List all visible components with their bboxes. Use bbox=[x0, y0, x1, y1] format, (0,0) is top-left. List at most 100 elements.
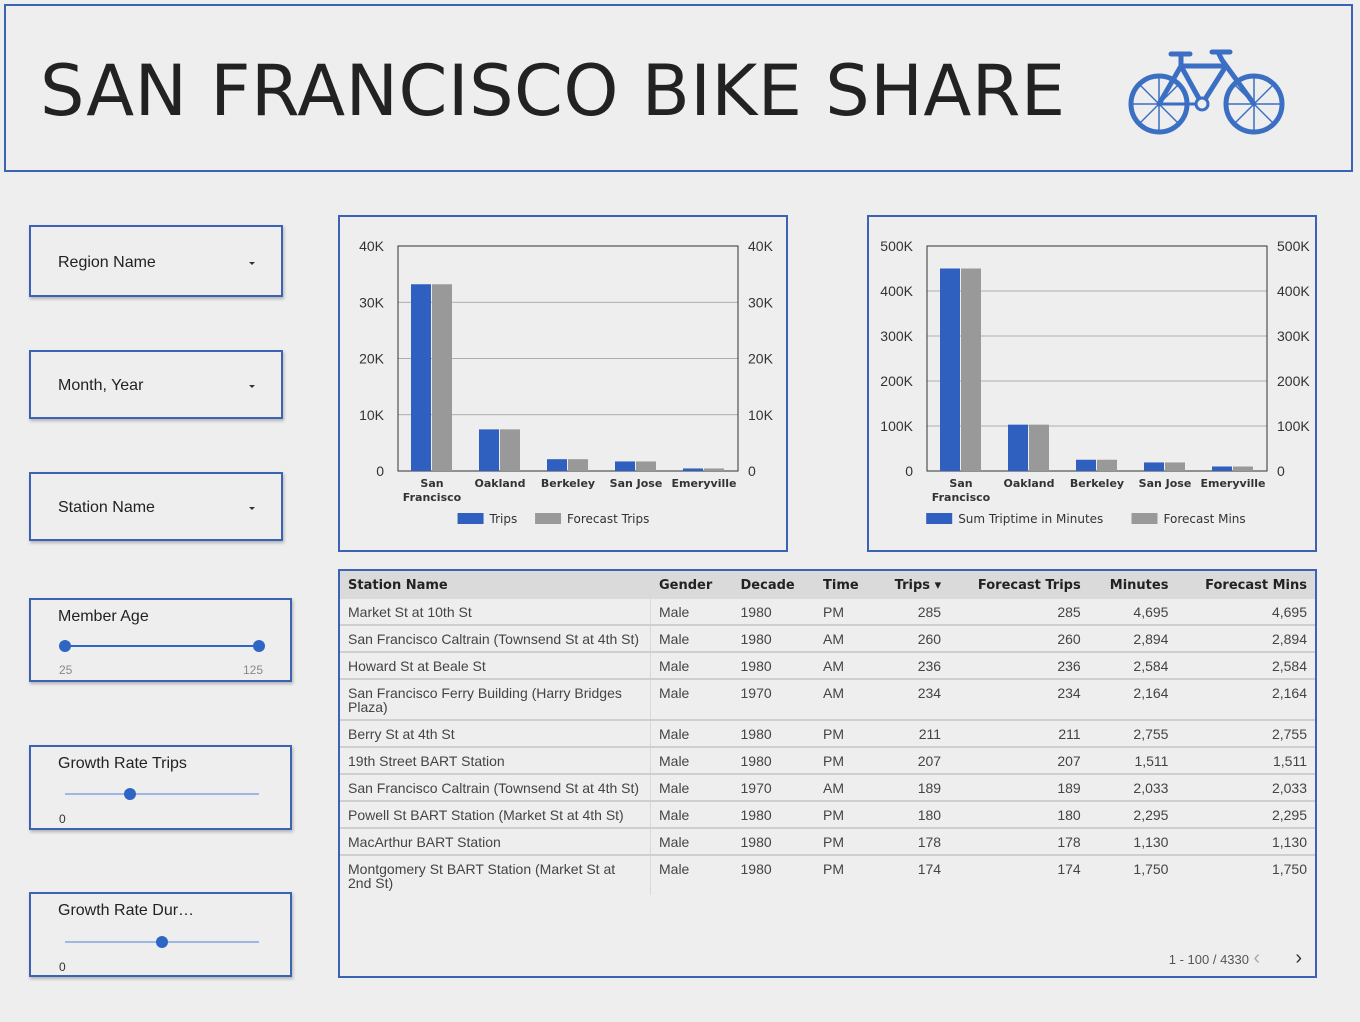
cell-forecast-trips: 236 bbox=[949, 652, 1089, 680]
col-forecast-mins[interactable]: Forecast Mins bbox=[1176, 571, 1315, 599]
table-row[interactable]: 19th Street BART Station Male 1980 PM 207 207… bbox=[340, 747, 1315, 775]
bar-actual[interactable] bbox=[1008, 424, 1028, 471]
cell-station-name: MacArthur BART Station bbox=[340, 828, 651, 856]
growth-rate-trips-slider[interactable]: Growth Rate Trips 0 bbox=[29, 745, 292, 830]
col-time[interactable]: Time bbox=[815, 571, 876, 599]
cell-decade: 1970 bbox=[732, 679, 816, 721]
trips-by-region-chart: 0 0 10K 10K 20K 20K 30K 30K 40K 40K San Francisco Oa… bbox=[338, 215, 788, 552]
cell-minutes: 2,295 bbox=[1088, 801, 1177, 829]
col-decade[interactable]: Decade bbox=[732, 571, 816, 599]
slider-min-handle[interactable] bbox=[59, 640, 71, 652]
station-name-filter[interactable]: Station Name bbox=[29, 472, 283, 541]
bar-actual[interactable] bbox=[479, 429, 499, 471]
bar-forecast[interactable] bbox=[1097, 459, 1117, 471]
cell-gender: Male bbox=[650, 747, 733, 775]
cell-forecast-mins: 1,511 bbox=[1176, 747, 1315, 775]
table-row[interactable]: Montgomery St BART Station (Market St at… bbox=[340, 855, 1315, 895]
page-title: SAN FRANCISCO BIKE SHARE bbox=[40, 50, 1066, 132]
cell-decade: 1980 bbox=[732, 801, 816, 829]
table-row[interactable]: Powell St BART Station (Market St at 4th… bbox=[340, 801, 1315, 829]
cell-forecast-trips: 234 bbox=[949, 679, 1089, 721]
cell-decade: 1980 bbox=[732, 828, 816, 856]
table-row[interactable]: San Francisco Caltrain (Townsend St at 4… bbox=[340, 625, 1315, 653]
cell-trips: 178 bbox=[875, 828, 950, 856]
sort-desc-icon[interactable]: ▾ bbox=[934, 577, 942, 593]
y-tick-label-left: 400K bbox=[880, 283, 913, 299]
cell-time: PM bbox=[815, 720, 876, 748]
bar-forecast[interactable] bbox=[704, 468, 724, 471]
bar-forecast[interactable] bbox=[636, 461, 656, 471]
bar-forecast[interactable] bbox=[1029, 424, 1049, 471]
cell-time: PM bbox=[815, 599, 876, 626]
cell-minutes: 2,584 bbox=[1088, 652, 1177, 680]
chevron-down-icon[interactable] bbox=[249, 385, 255, 388]
table-row[interactable]: MacArthur BART Station Male 1980 PM 178 178 1,… bbox=[340, 828, 1315, 856]
slider-max-handle[interactable] bbox=[253, 640, 265, 652]
cell-decade: 1980 bbox=[732, 625, 816, 653]
slider-track[interactable] bbox=[65, 793, 259, 795]
bar-actual[interactable] bbox=[547, 459, 567, 471]
bar-forecast[interactable] bbox=[432, 284, 452, 471]
y-tick-label-right: 200K bbox=[1277, 373, 1310, 389]
bar-actual[interactable] bbox=[1076, 459, 1096, 471]
col-minutes[interactable]: Minutes bbox=[1088, 571, 1177, 599]
cell-forecast-mins: 1,130 bbox=[1176, 828, 1315, 856]
cell-forecast-trips: 211 bbox=[949, 720, 1089, 748]
cell-forecast-mins: 2,584 bbox=[1176, 652, 1315, 680]
month-year-filter[interactable]: Month, Year bbox=[29, 350, 283, 419]
cell-gender: Male bbox=[650, 652, 733, 680]
x-tick-label: Francisco bbox=[403, 491, 462, 504]
bar-actual[interactable] bbox=[615, 461, 635, 471]
slider-value: 0 bbox=[59, 812, 66, 826]
cell-minutes: 1,130 bbox=[1088, 828, 1177, 856]
bar-forecast[interactable] bbox=[500, 429, 520, 471]
bar-actual[interactable] bbox=[683, 468, 703, 471]
chevron-down-icon[interactable] bbox=[249, 507, 255, 510]
table-row[interactable]: San Francisco Ferry Building (Harry Brid… bbox=[340, 679, 1315, 721]
growth-rate-duration-slider[interactable]: Growth Rate Dur… 0 bbox=[29, 892, 292, 977]
cell-gender: Male bbox=[650, 679, 733, 721]
slider-track[interactable] bbox=[65, 645, 259, 647]
bar-forecast[interactable] bbox=[568, 459, 588, 471]
bar-actual[interactable] bbox=[1212, 466, 1232, 472]
chevron-down-icon[interactable] bbox=[249, 262, 255, 265]
cell-gender: Male bbox=[650, 801, 733, 829]
cell-forecast-trips: 207 bbox=[949, 747, 1089, 775]
slider-handle[interactable] bbox=[156, 936, 168, 948]
bar-actual[interactable] bbox=[940, 268, 960, 472]
chevron-left-icon[interactable]: ‹ bbox=[1253, 947, 1260, 969]
col-station-name[interactable]: Station Name bbox=[340, 571, 651, 599]
member-age-slider[interactable]: Member Age 25 125 bbox=[29, 598, 292, 682]
table-row[interactable]: San Francisco Caltrain (Townsend St at 4… bbox=[340, 774, 1315, 802]
chevron-right-icon[interactable]: › bbox=[1295, 947, 1302, 969]
cell-minutes: 2,755 bbox=[1088, 720, 1177, 748]
bar-forecast[interactable] bbox=[961, 268, 981, 472]
x-tick-label: Oakland bbox=[475, 477, 526, 490]
cell-minutes: 2,033 bbox=[1088, 774, 1177, 802]
y-tick-label-left: 0 bbox=[376, 463, 384, 479]
col-forecast-trips[interactable]: Forecast Trips bbox=[949, 571, 1089, 599]
cell-gender: Male bbox=[650, 855, 733, 895]
legend-swatch-forecast bbox=[1131, 513, 1158, 524]
slider-handle[interactable] bbox=[124, 788, 136, 800]
y-tick-label-left: 0 bbox=[905, 463, 913, 479]
col-trips[interactable]: Trips ▾ bbox=[875, 571, 950, 599]
month-year-label: Month, Year bbox=[58, 377, 144, 394]
col-gender[interactable]: Gender bbox=[650, 571, 733, 599]
region-name-filter[interactable]: Region Name bbox=[29, 225, 283, 297]
cell-trips: 189 bbox=[875, 774, 950, 802]
y-tick-label-left: 30K bbox=[359, 294, 385, 310]
cell-forecast-trips: 260 bbox=[949, 625, 1089, 653]
legend-swatch-actual bbox=[926, 513, 953, 524]
cell-time: PM bbox=[815, 747, 876, 775]
bar-forecast[interactable] bbox=[1165, 462, 1185, 471]
table-row[interactable]: Berry St at 4th St Male 1980 PM 211 211 2,755 2… bbox=[340, 720, 1315, 748]
table-row[interactable]: Market St at 10th St Male 1980 PM 285 285 4,69… bbox=[340, 599, 1315, 626]
growth-rate-duration-label: Growth Rate Dur… bbox=[58, 902, 195, 919]
bar-actual[interactable] bbox=[411, 284, 431, 471]
bar-forecast[interactable] bbox=[1233, 466, 1253, 472]
bar-actual[interactable] bbox=[1144, 462, 1164, 471]
table-row[interactable]: Howard St at Beale St Male 1980 AM 236 236 2,5… bbox=[340, 652, 1315, 680]
y-tick-label-left: 40K bbox=[359, 238, 385, 254]
